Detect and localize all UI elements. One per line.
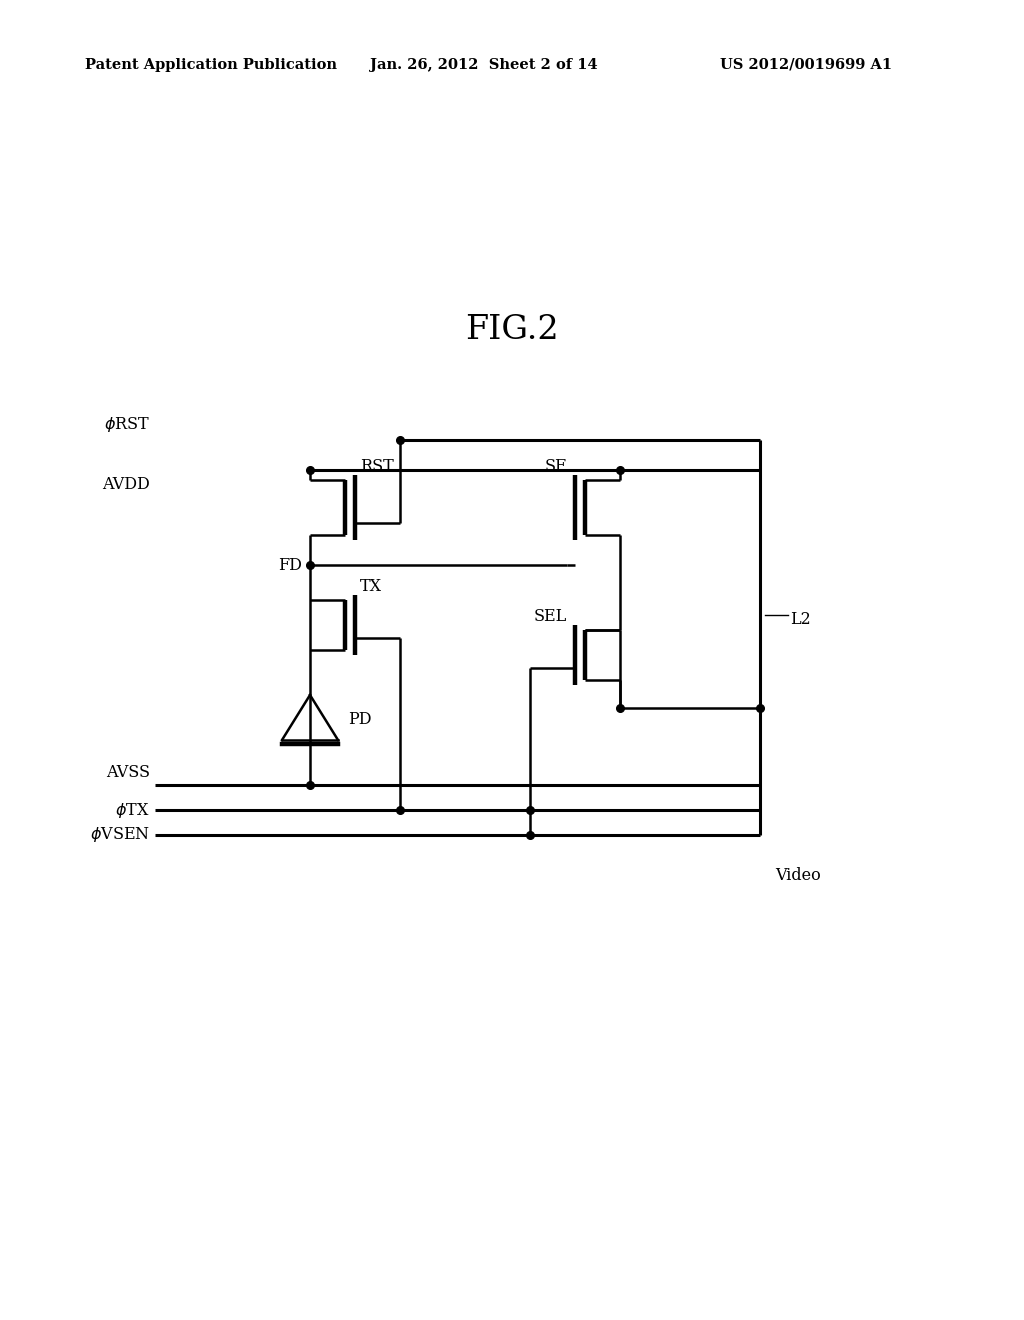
Text: FIG.2: FIG.2 xyxy=(465,314,559,346)
Text: SF: SF xyxy=(545,458,567,475)
Text: Video: Video xyxy=(775,866,821,883)
Text: $\phi$RST: $\phi$RST xyxy=(104,414,150,434)
Text: $\phi$VSEN: $\phi$VSEN xyxy=(90,825,150,845)
Text: Patent Application Publication: Patent Application Publication xyxy=(85,58,337,73)
Text: AVSS: AVSS xyxy=(106,764,150,781)
Text: $\phi$TX: $\phi$TX xyxy=(116,800,150,820)
Text: FD: FD xyxy=(279,557,302,573)
Text: PD: PD xyxy=(348,711,372,729)
Text: RST: RST xyxy=(360,458,394,475)
Text: US 2012/0019699 A1: US 2012/0019699 A1 xyxy=(720,58,892,73)
Text: SEL: SEL xyxy=(534,609,567,624)
Text: TX: TX xyxy=(360,578,382,595)
Text: L2: L2 xyxy=(790,611,811,628)
Text: AVDD: AVDD xyxy=(102,477,150,492)
Text: Jan. 26, 2012  Sheet 2 of 14: Jan. 26, 2012 Sheet 2 of 14 xyxy=(370,58,598,73)
